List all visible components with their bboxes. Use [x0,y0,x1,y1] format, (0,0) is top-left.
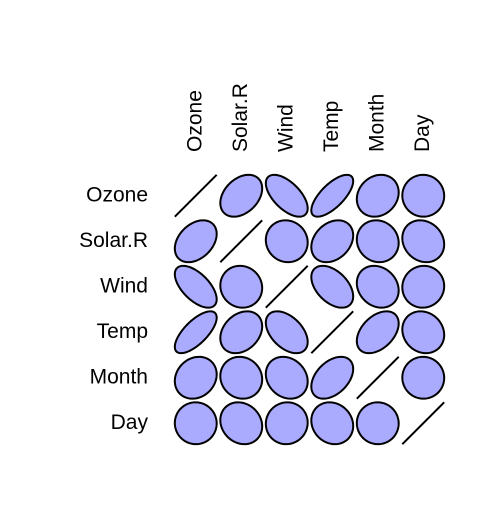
diagonal-line [265,265,309,309]
correlation-ellipse [355,310,400,355]
column-label: Temp [320,101,343,152]
correlation-ellipse [219,264,264,309]
column-label: Month [365,94,388,152]
diagonal-line [356,356,400,400]
row-label: Temp [97,320,148,343]
row-label: Month [90,365,148,388]
column-label: Ozone [183,90,206,152]
diagonal-line [310,310,354,354]
correlation-ellipse [401,173,446,218]
correlation-ellipse [219,401,264,446]
correlation-ellipse [264,355,309,400]
correlation-ellipse [401,355,446,400]
correlation-ellipse [219,310,264,355]
correlation-ellipse [355,219,400,264]
correlation-ellipse [219,355,264,400]
correlation-ellipse [355,264,400,309]
correlation-ellipse [264,219,309,264]
correlation-ellipse [310,401,355,446]
correlation-ellipse [310,173,355,218]
correlation-ellipse [264,401,309,446]
row-label: Day [111,411,149,434]
correlation-ellipse [355,173,400,218]
correlation-ellipse [173,401,218,446]
correlation-ellipse [173,219,218,264]
diagonal-line [401,401,445,445]
correlation-ellipse [264,173,309,218]
column-label: Solar.R [229,83,252,152]
correlation-ellipse [219,173,264,218]
correlation-ellipse [310,355,355,400]
correlation-ellipse [310,264,355,309]
correlation-ellipse [401,310,446,355]
row-label: Ozone [86,183,148,206]
correlation-ellipse [264,310,309,355]
row-label: Wind [100,274,148,297]
column-label: Day [411,114,434,152]
correlation-ellipse [173,355,218,400]
diagonal-line [219,219,263,263]
diagonal-line [174,174,218,218]
correlation-ellipse [310,219,355,264]
correlation-ellipse [401,219,446,264]
correlation-ellipse [355,401,400,446]
correlation-ellipse [173,264,218,309]
row-label: Solar.R [79,229,148,252]
correlation-ellipse [401,264,446,309]
column-label: Wind [274,104,297,152]
correlation-ellipse [173,310,218,355]
